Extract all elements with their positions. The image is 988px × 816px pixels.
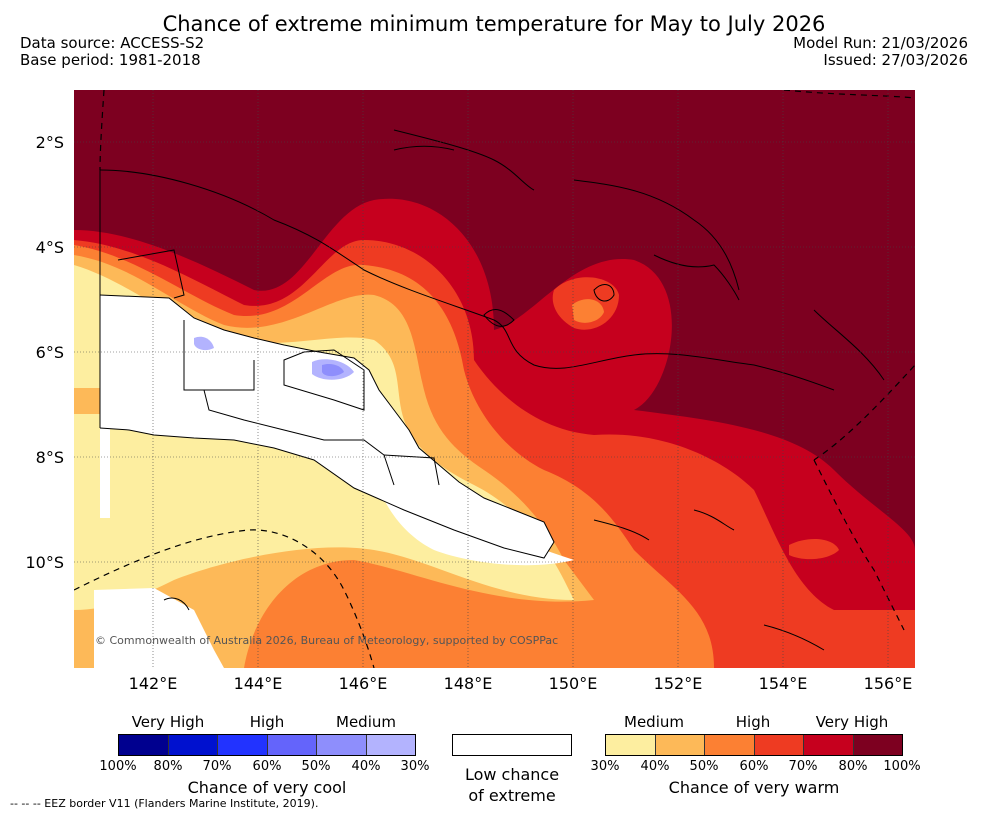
low-chance-west-strip <box>100 428 110 518</box>
warm-label-very-high: Very High <box>815 713 889 731</box>
lon-label-154e: 154°E <box>758 674 808 693</box>
lat-label-10s: 10°S <box>25 553 64 572</box>
low-chance-region <box>100 295 554 558</box>
eez-borders <box>74 90 915 668</box>
cool-swatch-2 <box>168 735 218 755</box>
warm-tick: 70% <box>788 759 818 774</box>
lon-label-148e: 148°E <box>443 674 493 693</box>
cool-tick: 70% <box>202 759 232 774</box>
low-chance-south-coast <box>364 440 574 566</box>
cool-caption: Chance of very cool <box>187 778 347 797</box>
model-run: Model Run: 21/03/2026 <box>793 34 968 52</box>
warm-tick: 40% <box>640 759 670 774</box>
meta-left: Data source: ACCESS-S2 Base period: 1981… <box>20 35 204 69</box>
warm-caption: Chance of very warm <box>668 778 840 797</box>
cool-colorbar <box>118 734 416 756</box>
warm-tick: 50% <box>689 759 719 774</box>
warm-swatch-5 <box>804 735 854 755</box>
lon-label-142e: 142°E <box>128 674 178 693</box>
warm-tick: 60% <box>739 759 769 774</box>
cool-tick: 40% <box>351 759 381 774</box>
warm-tick: 80% <box>838 759 868 774</box>
cool-tick: 80% <box>153 759 183 774</box>
data-source: Data source: ACCESS-S2 <box>20 34 205 52</box>
cool-tick: 100% <box>99 759 137 774</box>
warm-60-patch-east <box>789 538 839 560</box>
base-period: Base period: 1981-2018 <box>20 51 201 69</box>
warm-tick: 100% <box>883 759 921 774</box>
lon-label-156e: 156°E <box>863 674 913 693</box>
low-chance-cape-york <box>94 588 224 668</box>
warm-swatch-6 <box>853 735 902 755</box>
forecast-map <box>74 90 915 668</box>
cool-label-very-high: Very High <box>131 713 205 731</box>
none-caption-line1: Low chance <box>464 765 560 784</box>
lat-label-6s: 6°S <box>35 343 64 362</box>
cool-tick: 30% <box>400 759 430 774</box>
lon-label-152e: 152°E <box>653 674 703 693</box>
lon-label-146e: 146°E <box>338 674 388 693</box>
warm-label-medium: Medium <box>624 713 684 731</box>
cool-tick: 60% <box>252 759 282 774</box>
warm-swatch-4 <box>754 735 804 755</box>
cool-tick: 50% <box>301 759 331 774</box>
warm-swatch-1 <box>606 735 656 755</box>
cool-swatch-5 <box>317 735 367 755</box>
meta-right: Model Run: 21/03/2026 Issued: 27/03/2026 <box>793 35 968 69</box>
coastlines <box>99 129 885 651</box>
lon-label-144e: 144°E <box>233 674 283 693</box>
cool-swatch-1 <box>119 735 169 755</box>
cool-label-medium: Medium <box>336 713 396 731</box>
none-swatch <box>452 734 572 756</box>
issued-date: Issued: 27/03/2026 <box>823 51 968 69</box>
graticule <box>74 90 915 668</box>
eez-footnote: -- -- -- EEZ border V11 (Flanders Marine… <box>10 797 319 810</box>
cool-swatch-6 <box>366 735 415 755</box>
cool-label-high: High <box>249 713 285 731</box>
warm-tick: 30% <box>590 759 620 774</box>
lon-label-150e: 150°E <box>548 674 598 693</box>
warm-label-high: High <box>735 713 771 731</box>
map-title: Chance of extreme minimum temperature fo… <box>162 12 826 36</box>
cool-swatch-4 <box>267 735 317 755</box>
lat-label-2s: 2°S <box>35 133 64 152</box>
copyright-notice: © Commonwealth of Australia 2026, Bureau… <box>95 634 559 647</box>
none-caption-line2: of extreme <box>468 786 556 805</box>
cool-swatch-3 <box>218 735 268 755</box>
warm-50-patch-newbritain <box>572 299 604 323</box>
warm-swatch-2 <box>655 735 705 755</box>
none-caption: Low chance of extreme <box>452 764 572 806</box>
cool-40-patch-east <box>322 363 344 377</box>
lat-label-4s: 4°S <box>35 238 64 257</box>
warm-swatch-3 <box>705 735 755 755</box>
lat-label-8s: 8°S <box>35 448 64 467</box>
cool-30-patch-west <box>194 336 214 351</box>
warm-colorbar <box>605 734 903 756</box>
